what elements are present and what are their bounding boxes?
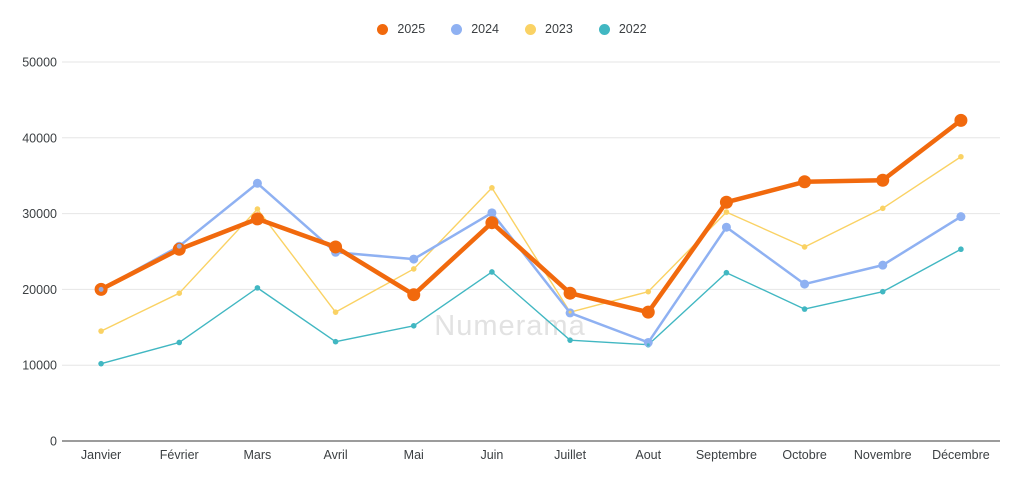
- series-line-2024: [99, 182, 963, 344]
- data-point-2025-Mai[interactable]: [407, 288, 421, 302]
- x-axis-tick-label: Septembre: [696, 448, 757, 462]
- data-point-2022-Novembre[interactable]: [879, 288, 886, 295]
- data-point-2025-Juillet[interactable]: [563, 286, 577, 300]
- data-point-2022-Juillet[interactable]: [567, 337, 573, 343]
- legend-item-2025[interactable]: 2025: [377, 22, 425, 36]
- y-axis-tick-label: 20000: [22, 283, 57, 297]
- legend-label-2025: 2025: [397, 22, 426, 36]
- y-axis-tick-label: 40000: [22, 131, 57, 145]
- data-point-2023-Décembre[interactable]: [958, 153, 964, 160]
- chart-legend: 2025 2024 2023 2022: [0, 22, 1024, 36]
- data-point-2023-Aout[interactable]: [645, 288, 652, 295]
- data-point-2023-Novembre[interactable]: [879, 205, 886, 212]
- data-point-2024-Aout[interactable]: [643, 337, 653, 347]
- x-axis-tick-label: Juillet: [554, 448, 586, 462]
- legend-label-2022: 2022: [618, 22, 647, 36]
- y-axis-tick-label: 50000: [22, 56, 57, 70]
- data-point-2025-Mars[interactable]: [250, 212, 264, 226]
- data-point-2023-Juin[interactable]: [489, 185, 495, 191]
- y-axis-tick-label: 10000: [22, 359, 57, 373]
- data-point-overlap-2023-Juillet: [568, 310, 572, 314]
- series-line-2025: [98, 118, 964, 315]
- x-axis-tick-label: Décembre: [932, 448, 990, 462]
- data-point-2022-Octobre[interactable]: [801, 306, 808, 312]
- data-point-2022-Mars[interactable]: [254, 285, 261, 291]
- x-axis-tick-label: Mars: [244, 448, 272, 462]
- data-point-2024-Novembre[interactable]: [878, 260, 888, 270]
- data-point-2023-Janvier[interactable]: [98, 328, 104, 334]
- data-point-2024-Juin[interactable]: [487, 208, 497, 218]
- data-point-overlap-2024-Janvier: [98, 286, 104, 292]
- x-axis-tick-label: Avril: [324, 448, 348, 462]
- y-axis-tick-label: 0: [50, 435, 57, 449]
- data-point-2022-Juin[interactable]: [489, 269, 495, 275]
- data-point-2024-Octobre[interactable]: [800, 279, 810, 289]
- data-point-2023-Avril[interactable]: [332, 309, 339, 315]
- data-point-2022-Septembre[interactable]: [723, 269, 730, 276]
- legend-dot-2024-icon: [451, 23, 463, 35]
- x-axis-tick-label: Février: [160, 448, 199, 462]
- data-point-2025-Aout[interactable]: [641, 305, 655, 319]
- y-axis-tick-label: 30000: [22, 207, 57, 221]
- x-axis-tick-label: Janvier: [81, 448, 121, 462]
- legend-dot-2022-icon: [598, 23, 610, 35]
- series-line-2022: [100, 248, 962, 365]
- legend-label-2023: 2023: [545, 22, 573, 36]
- data-point-2024-Mai[interactable]: [409, 254, 419, 264]
- data-point-2025-Décembre[interactable]: [954, 113, 968, 127]
- legend-item-2023[interactable]: 2023: [525, 22, 573, 36]
- data-point-2023-Février[interactable]: [176, 290, 183, 296]
- data-point-2022-Décembre[interactable]: [958, 246, 964, 253]
- legend-dot-2025-icon: [377, 23, 389, 35]
- legend-dot-2023-icon: [525, 23, 536, 35]
- x-axis-tick-label: Mai: [404, 448, 424, 462]
- legend-item-2024[interactable]: 2024: [451, 22, 499, 36]
- x-axis-tick-label: Octobre: [782, 448, 827, 462]
- data-point-2023-Octobre[interactable]: [801, 244, 808, 250]
- data-point-2022-Janvier[interactable]: [98, 360, 104, 367]
- data-point-2025-Septembre[interactable]: [719, 195, 733, 209]
- data-point-overlap-2024-Février: [176, 243, 182, 249]
- data-point-2025-Octobre[interactable]: [798, 175, 812, 189]
- x-axis-tick-label: Juin: [480, 448, 503, 462]
- legend-label-2024: 2024: [471, 22, 499, 36]
- data-point-2022-Février[interactable]: [176, 339, 183, 346]
- data-point-2024-Mars[interactable]: [252, 178, 262, 188]
- data-point-2025-Novembre[interactable]: [876, 173, 890, 187]
- data-point-2024-Décembre[interactable]: [956, 212, 966, 222]
- data-point-2023-Mars[interactable]: [254, 206, 261, 212]
- data-point-2025-Avril[interactable]: [329, 240, 343, 254]
- legend-item-2022[interactable]: 2022: [598, 22, 647, 36]
- x-axis-tick-label: Novembre: [854, 448, 912, 462]
- data-point-overlap-2022-Aout: [646, 343, 650, 347]
- data-point-2024-Septembre[interactable]: [721, 222, 731, 232]
- data-point-2023-Septembre[interactable]: [723, 209, 730, 215]
- data-point-2025-Février[interactable]: [172, 242, 186, 256]
- watermark: Numerama: [434, 310, 586, 342]
- data-point-2022-Avril[interactable]: [332, 338, 339, 345]
- data-point-2022-Mai[interactable]: [410, 322, 417, 329]
- x-axis-tick-label: Aout: [635, 448, 661, 462]
- data-point-2023-Mai[interactable]: [410, 266, 417, 272]
- data-point-2025-Juin[interactable]: [485, 216, 499, 230]
